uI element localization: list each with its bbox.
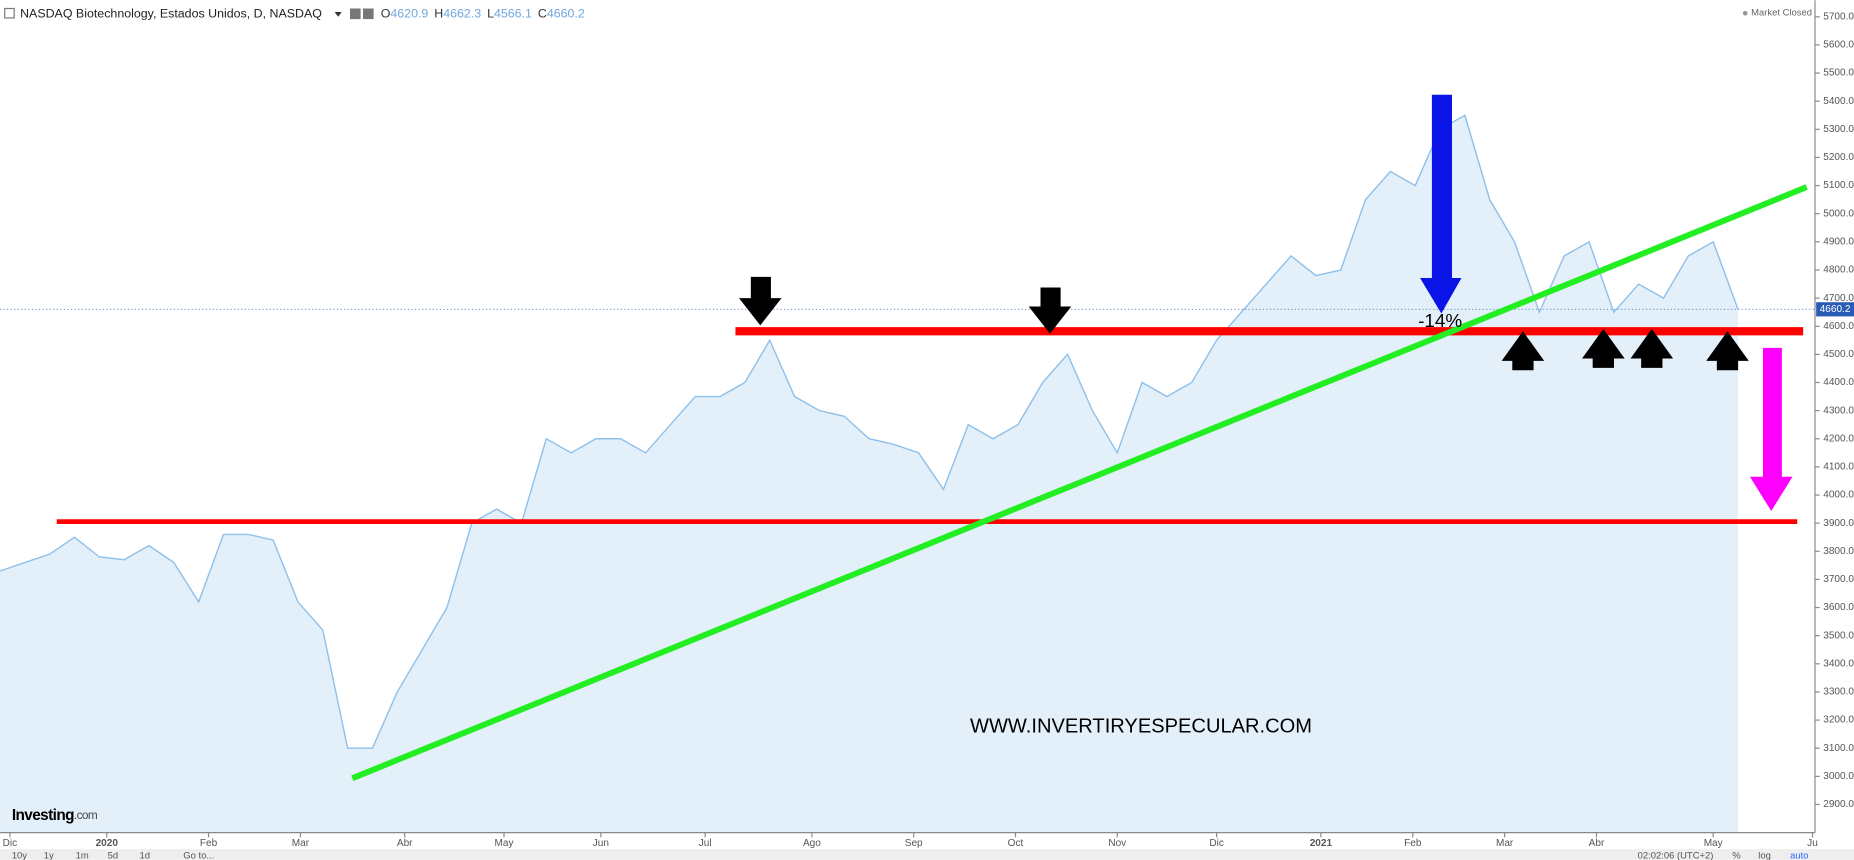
ohlc-value: 4566.1: [494, 7, 532, 21]
y-tick-label: 5700.0: [1823, 11, 1854, 22]
y-tick-label: 3400.0: [1823, 658, 1854, 669]
status-dot: [1742, 10, 1748, 16]
last-price-label: 4660.2: [1820, 304, 1851, 315]
x-tick-label: Dic: [1209, 838, 1224, 849]
up-arrow: [1630, 328, 1674, 368]
x-tick-label: Oct: [1008, 838, 1024, 849]
x-tick-label: 2020: [96, 838, 119, 849]
y-tick-label: 4000.0: [1823, 490, 1854, 501]
y-tick-label: 3500.0: [1823, 630, 1854, 641]
logo: Investing.com: [12, 807, 98, 824]
trend-line: [351, 184, 1808, 781]
x-tick-label: Ju: [1807, 838, 1818, 849]
auto-toggle[interactable]: auto: [1790, 851, 1808, 860]
ohlc-label: H: [434, 7, 443, 21]
ohlc-value: 4620.9: [390, 7, 428, 21]
watermark: WWW.INVERTIRYESPECULAR.COM: [970, 716, 1312, 738]
up-arrow: [1501, 331, 1545, 371]
y-tick-label: 3600.0: [1823, 602, 1854, 613]
symbol[interactable]: NASDAQ Biotechnology, Estados Unidos, D,…: [20, 7, 322, 21]
x-tick-label: Nov: [1108, 838, 1126, 849]
y-tick-label: 3700.0: [1823, 574, 1854, 585]
y-tick-label: 4900.0: [1823, 237, 1854, 248]
clock: 02:02:06 (UTC+2): [1638, 851, 1714, 860]
arrows: [738, 276, 1749, 371]
x-tick-label: Abr: [1589, 838, 1605, 849]
up-arrow: [1706, 331, 1749, 371]
toolbar: [0, 849, 1854, 860]
ohlc-label: L: [487, 7, 494, 21]
range-button[interactable]: 10y: [12, 851, 27, 860]
y-tick-label: 4200.0: [1823, 433, 1854, 444]
y-tick-label: 5100.0: [1823, 180, 1854, 191]
y-tick-label: 4300.0: [1823, 405, 1854, 416]
blue-arrow: [1420, 94, 1462, 314]
x-tick-label: Jun: [593, 838, 609, 849]
y-tick-label: 4500.0: [1823, 349, 1854, 360]
range-button[interactable]: 1d: [140, 851, 151, 860]
x-tick-label: Abr: [397, 838, 413, 849]
x-tick-label: Mar: [292, 838, 310, 849]
y-tick-label: 3300.0: [1823, 687, 1854, 698]
settings-icon[interactable]: [349, 8, 361, 20]
x-tick-label: Jul: [699, 838, 712, 849]
y-tick-label: 3200.0: [1823, 715, 1854, 726]
x-tick-label: Mar: [1496, 838, 1514, 849]
last-price-box: [1816, 302, 1854, 317]
y-tick-label: 5000.0: [1823, 208, 1854, 219]
y-tick-label: 3800.0: [1823, 546, 1854, 557]
y-tick-label: 3900.0: [1823, 518, 1854, 529]
logo-suffix: .com: [74, 808, 98, 822]
y-tick-label: 5600.0: [1823, 40, 1854, 51]
y-tick-label: 3100.0: [1823, 743, 1854, 754]
ohlc: O4620.9 H4662.3 L4566.1 C4660.2: [381, 7, 585, 21]
ohlc-label: O: [381, 7, 391, 21]
y-tick-label: 4800.0: [1823, 265, 1854, 276]
ohlc-label: C: [538, 7, 547, 21]
y-tick-label: 2900.0: [1823, 799, 1854, 810]
x-tick-label: Sep: [905, 838, 923, 849]
range-button[interactable]: 5d: [108, 851, 119, 860]
y-tick-label: 5200.0: [1823, 152, 1854, 163]
percent-toggle[interactable]: %: [1732, 851, 1741, 860]
x-tick-label: May: [495, 838, 514, 849]
logo-name: Investing: [12, 807, 74, 824]
y-tick-label: 4600.0: [1823, 321, 1854, 332]
range-button[interactable]: 1y: [44, 851, 54, 860]
ohlc-value: 4662.3: [443, 7, 481, 21]
market-status: Market Closed: [1751, 8, 1812, 19]
y-tick-label: 4400.0: [1823, 377, 1854, 388]
magenta-arrow: [1749, 347, 1793, 511]
down-arrow: [1028, 287, 1072, 334]
y-tick-label: 5500.0: [1823, 68, 1854, 79]
x-tick-label: Ago: [803, 838, 821, 849]
y-tick-label: 5300.0: [1823, 124, 1854, 135]
goto-button[interactable]: Go to...: [183, 851, 214, 860]
x-tick-label: Feb: [1404, 838, 1422, 849]
collapse-icon[interactable]: [4, 7, 15, 19]
y-tick-label: 4100.0: [1823, 462, 1854, 473]
ohlc-value: 4660.2: [547, 7, 585, 21]
dropdown-icon[interactable]: [334, 12, 342, 17]
x-tick-label: Feb: [200, 838, 218, 849]
y-tick-label: 5400.0: [1823, 96, 1854, 107]
x-tick-label: Dic: [3, 838, 18, 849]
toolbar-items: 10y 1y 1m 5d 1d Go to...: [12, 851, 214, 860]
x-tick-label: 2021: [1310, 838, 1333, 849]
x-tick-label: May: [1704, 838, 1723, 849]
down-arrow: [738, 276, 782, 326]
log-toggle[interactable]: log: [1758, 851, 1771, 860]
up-arrow: [1582, 328, 1625, 368]
drop-label: -14%: [1418, 311, 1462, 332]
y-tick-label: 4700.0: [1823, 293, 1854, 304]
settings-icon[interactable]: [362, 8, 374, 20]
y-tick-label: 3000.0: [1823, 771, 1854, 782]
area-fill: [0, 115, 1739, 833]
range-button[interactable]: 1m: [76, 851, 89, 860]
